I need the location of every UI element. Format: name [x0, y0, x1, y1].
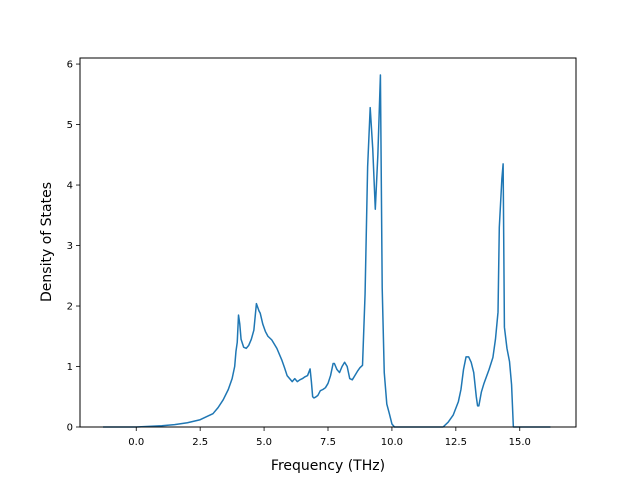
- y-axis: 0 1 2 3 4 5 6: [67, 60, 80, 434]
- x-tick-label: 7.5: [320, 437, 336, 448]
- x-tick-label: 15.0: [509, 437, 531, 448]
- y-tick-label: 1: [67, 362, 73, 373]
- x-tick-label: 5.0: [256, 437, 272, 448]
- x-axis-label: Frequency (THz): [271, 458, 385, 474]
- plot-frame: [79, 57, 577, 428]
- y-tick-label: 5: [67, 120, 73, 131]
- x-tick-label: 0.0: [128, 437, 144, 448]
- y-tick-label: 2: [67, 302, 73, 313]
- plot-content: [103, 74, 551, 428]
- y-tick-label: 3: [67, 241, 73, 252]
- y-tick-label: 4: [67, 181, 73, 192]
- x-tick-label: 10.0: [381, 437, 403, 448]
- x-tick-label: 2.5: [192, 437, 208, 448]
- y-tick-label: 0: [67, 423, 73, 434]
- dos-series-line: [103, 74, 551, 428]
- x-axis: 0.0 2.5 5.0 7.5 10.0 12.5 15.0: [128, 427, 531, 448]
- plot-background: [80, 58, 576, 427]
- x-tick-label: 12.5: [445, 437, 467, 448]
- y-tick-label: 6: [67, 60, 73, 71]
- y-axis-label: Density of States: [39, 182, 55, 302]
